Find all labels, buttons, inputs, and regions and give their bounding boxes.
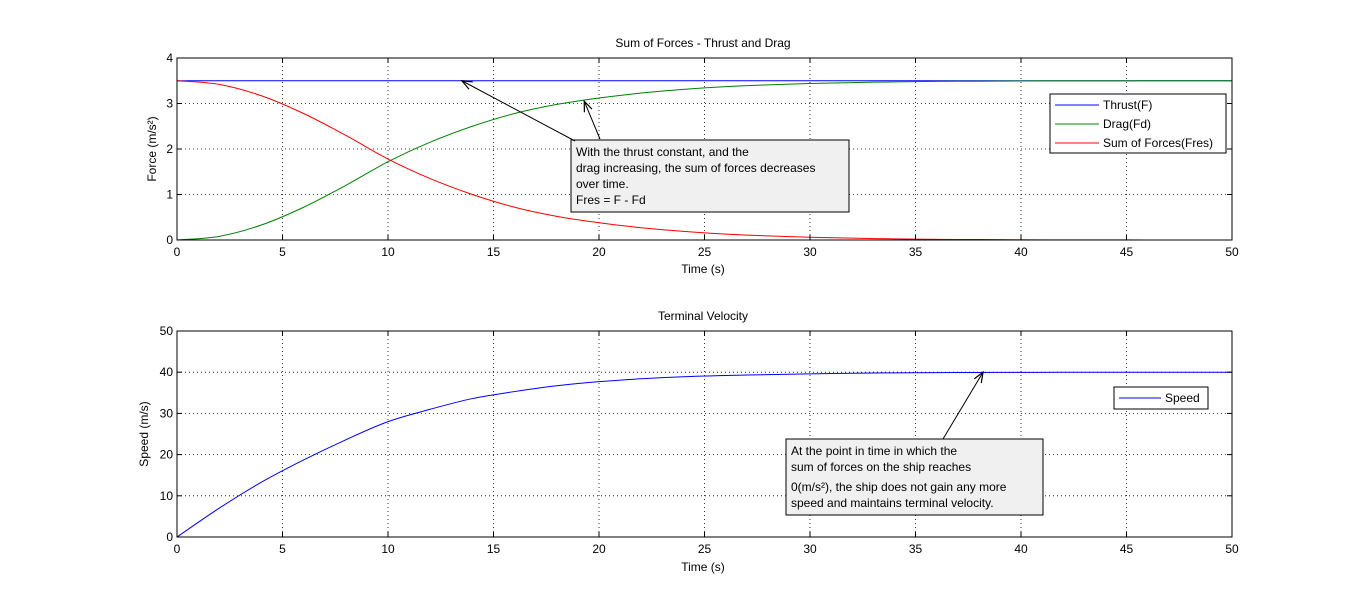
legend-label-sum-of-forces: Sum of Forces(Fres) bbox=[1103, 136, 1213, 150]
x-tick-label: 30 bbox=[803, 542, 817, 556]
plot2-axes-background bbox=[177, 331, 1232, 537]
series-line-drag-fd bbox=[176, 80, 1233, 241]
x-tick-label: 45 bbox=[1120, 542, 1134, 556]
x-tick-label: 50 bbox=[1225, 245, 1239, 259]
plot2-annotation-line: At the point in time in which the bbox=[791, 444, 957, 458]
x-tick-label: 5 bbox=[279, 245, 286, 259]
plot2-annotation: At the point in time in which the sum of… bbox=[785, 370, 1044, 516]
x-tick-label: 5 bbox=[279, 542, 286, 556]
x-tick-label: 20 bbox=[592, 245, 606, 259]
y-tick-label: 3 bbox=[166, 97, 173, 111]
annotation-arrow-line bbox=[461, 80, 576, 142]
y-tick-label: 2 bbox=[166, 142, 173, 156]
x-tick-label: 10 bbox=[381, 542, 395, 556]
x-tick-label: 50 bbox=[1225, 542, 1239, 556]
plot2-series-group bbox=[176, 371, 1232, 538]
plot2-annotation-line: speed and maintains terminal velocity. bbox=[791, 496, 994, 510]
plot2-annotation-line: 0(m/s²), the ship does not gain any more bbox=[791, 480, 1007, 494]
x-tick-label: 30 bbox=[803, 245, 817, 259]
series-line-speed bbox=[176, 371, 1232, 538]
plot1-annotation-arrows bbox=[460, 79, 601, 142]
plot2-title: Terminal Velocity bbox=[658, 309, 748, 323]
plot1-annotation-line: With the thrust constant, and the bbox=[576, 145, 749, 159]
plot1-title: Sum of Forces - Thrust and Drag bbox=[615, 36, 790, 50]
plot2-annotation-box bbox=[785, 438, 1044, 516]
y-tick-label: 0 bbox=[166, 233, 173, 247]
x-tick-label: 25 bbox=[698, 245, 712, 259]
plot1-annotation: With the thrust constant, and the drag i… bbox=[460, 79, 850, 213]
x-tick-label: 35 bbox=[909, 542, 923, 556]
y-tick-label: 10 bbox=[160, 489, 174, 503]
y-tick-label: 50 bbox=[160, 324, 174, 338]
y-tick-label: 20 bbox=[160, 448, 174, 462]
plot2-annotation-arrows bbox=[942, 370, 984, 440]
plot2-legend: Speed bbox=[1113, 386, 1209, 410]
annotation-arrow-head bbox=[460, 79, 473, 90]
annotation-arrow-line bbox=[583, 101, 601, 140]
legend-label-thrust: Thrust(F) bbox=[1103, 98, 1152, 112]
x-tick-label: 0 bbox=[174, 542, 181, 556]
plot2-ylabel: Speed (m/s) bbox=[137, 401, 151, 466]
plot2-ticks: 0 5 10 15 20 25 30 35 40 45 50 0 10 20 30 40 50 bbox=[160, 324, 1239, 556]
x-tick-label: 40 bbox=[1014, 542, 1028, 556]
plot1-annotation-line: drag increasing, the sum of forces decre… bbox=[576, 161, 815, 175]
annotation-arrow-head bbox=[583, 99, 593, 113]
x-tick-label: 25 bbox=[698, 542, 712, 556]
x-tick-label: 35 bbox=[909, 245, 923, 259]
forces-plot: Sum of Forces - Thrust and Drag 0 5 10 15 20… bbox=[145, 36, 1239, 276]
plot1-ylabel: Force (m/s²) bbox=[145, 116, 159, 181]
plot2-xlabel: Time (s) bbox=[681, 560, 725, 574]
velocity-plot: Terminal Velocity 0 5 10 15 20 25 30 35 40 45 50 0 1… bbox=[137, 309, 1239, 574]
plot1-annotation-box bbox=[570, 139, 850, 213]
plot1-legend: Thrust(F) Drag(Fd) Sum of Forces(Fres) bbox=[1049, 93, 1227, 154]
y-tick-label: 4 bbox=[166, 51, 173, 65]
legend-label-drag: Drag(Fd) bbox=[1103, 117, 1151, 131]
y-tick-label: 30 bbox=[160, 406, 174, 420]
x-tick-label: 0 bbox=[174, 245, 181, 259]
x-tick-label: 20 bbox=[592, 542, 606, 556]
x-tick-label: 45 bbox=[1120, 245, 1134, 259]
plot2-annotation-line: sum of forces on the ship reaches bbox=[791, 460, 971, 474]
x-tick-label: 10 bbox=[381, 245, 395, 259]
legend-label-speed: Speed bbox=[1165, 391, 1200, 405]
plot1-xlabel: Time (s) bbox=[681, 262, 725, 276]
plot1-annotation-line: over time. bbox=[576, 177, 629, 191]
x-tick-label: 40 bbox=[1014, 245, 1028, 259]
x-tick-label: 15 bbox=[487, 542, 501, 556]
x-tick-label: 15 bbox=[487, 245, 501, 259]
plot1-ticks: 0 5 10 15 20 25 30 35 40 45 50 0 1 2 3 4 bbox=[166, 51, 1239, 259]
y-tick-label: 1 bbox=[166, 188, 173, 202]
plot1-annotation-line: Fres = F - Fd bbox=[576, 193, 646, 207]
annotation-arrow-head bbox=[973, 370, 984, 384]
y-tick-label: 40 bbox=[160, 365, 174, 379]
annotation-arrow-line bbox=[942, 371, 984, 440]
y-tick-label: 0 bbox=[166, 530, 173, 544]
